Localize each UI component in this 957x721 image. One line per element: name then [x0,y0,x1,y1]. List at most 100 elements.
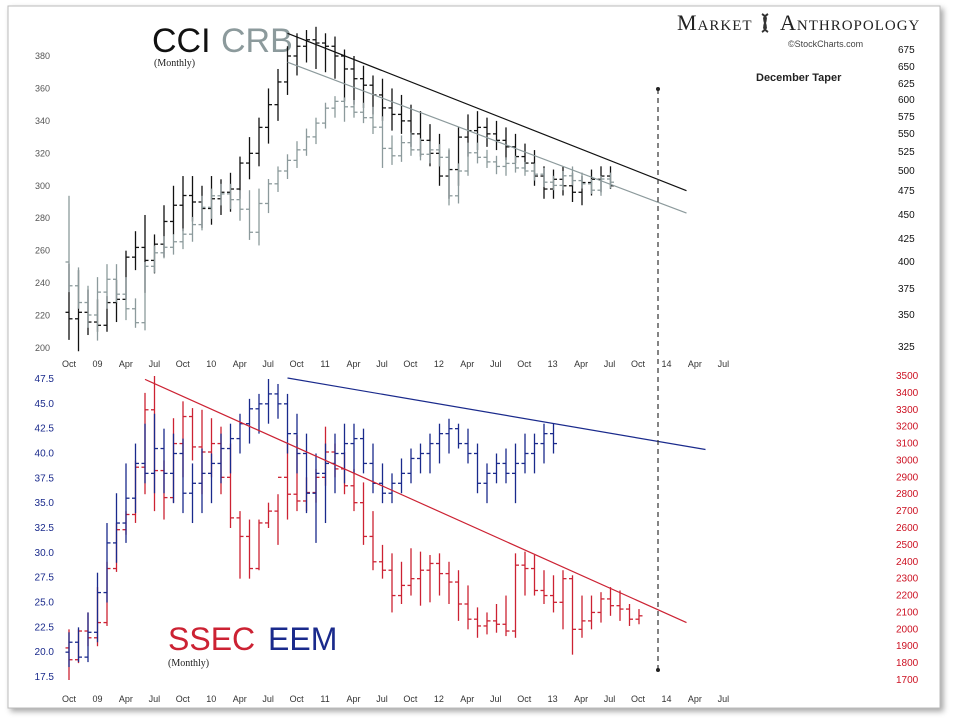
ohlc-bar-crb [502,157,510,176]
bottom-right-tick: 2800 [896,489,919,500]
x-tick-top: Jul [490,359,502,369]
x-tick-top: Oct [517,359,532,369]
bottom-right-tick: 1700 [896,675,919,686]
ohlc-bar-crb [607,172,614,189]
ohlc-bar-eem [122,463,130,543]
ohlc-bar-eem [151,413,158,494]
ohlc-bar-ssec [445,561,453,604]
bottom-right-tick: 2900 [896,472,919,483]
x-tick-bottom: Jul [262,694,274,704]
ohlc-bar-cci [483,117,491,147]
bottom-left-tick: 20.0 [35,647,55,658]
ohlc-bar-eem [531,433,538,474]
ohlc-bar-ssec [464,585,472,630]
ohlc-bar-eem [84,612,92,663]
ohlc-bar-crb [512,155,519,173]
x-tick-bottom: Oct [290,694,305,704]
bottom-left-tick: 35.0 [35,498,55,509]
ohlc-bar-eem [436,423,443,464]
ohlc-bar-crb [379,116,386,168]
ohlc-bar-ssec [521,551,529,596]
ohlc-bar-crb [455,163,462,204]
ohlc-bar-ssec [493,604,500,633]
ohlc-bar-cci [322,33,329,73]
marks-layer [65,26,706,680]
ohlc-bar-eem [502,448,510,484]
top-right-tick: 575 [898,112,915,123]
top-left-tick: 380 [35,51,50,61]
ohlc-bar-crb [293,141,301,168]
bottom-right-tick: 2600 [896,523,919,534]
ohlc-bar-cci [350,56,358,105]
trendline-cci [287,32,687,192]
x-tick-top: Apr [460,359,474,369]
ohlc-bar-cci [493,120,500,151]
x-tick-bottom: Apr [233,694,247,704]
ohlc-bar-eem [493,453,500,484]
ohlc-bar-eem [132,443,139,514]
ohlc-bar-ssec [274,476,282,545]
bottom-left-tick: 22.5 [35,622,55,633]
ohlc-bar-ssec [550,575,557,613]
top-left-tick: 280 [35,213,50,223]
bottom-left-tick: 27.5 [35,573,55,584]
ohlc-bar-cci [179,176,187,232]
ohlc-bar-crb [445,148,453,206]
bottom-left-tick: 17.5 [35,672,55,683]
stockcharts-credit: ©StockCharts.com [788,39,863,49]
taper-dot-top [656,87,660,91]
ohlc-bar-ssec [502,595,510,637]
bottom-right-tick: 2500 [896,540,919,551]
ohlc-bar-crb [388,135,396,165]
ohlc-bar-crb [597,175,605,196]
top-right-tick: 675 [898,45,915,56]
ohlc-bar-ssec [616,590,624,621]
ohlc-bar-crb [559,171,567,191]
ohlc-bar-cci [284,46,291,95]
x-tick-bottom: Apr [346,694,360,704]
top-left-tick: 240 [35,278,50,288]
trendline-crb [287,61,687,214]
ohlc-bar-eem [445,418,453,454]
ohlc-bar-cci [379,78,386,121]
ohlc-bar-eem [141,423,149,484]
ohlc-bar-crb [179,228,187,250]
x-tick-top: 11 [320,359,329,369]
x-tick-top: Apr [233,359,247,369]
bottom-right-tick: 1900 [896,641,919,652]
top-right-tick: 500 [898,166,915,177]
ohlc-bar-ssec [512,553,519,638]
ohlc-bar-cci [265,88,272,144]
ohlc-bar-eem [160,428,168,494]
ohlc-bar-crb [436,144,443,167]
top-right-tick: 650 [898,62,915,73]
x-tick-bottom: Apr [460,694,474,704]
x-tick-bottom: Oct [517,694,532,704]
ohlc-bar-ssec [284,443,291,520]
taper-label: December Taper [756,72,842,84]
ohlc-bar-cci [246,137,253,180]
title-cci: CCI [152,22,211,60]
ohlc-bar-crb [464,142,472,176]
x-tick-top: 13 [548,359,558,369]
ohlc-bar-crb [65,195,73,293]
ohlc-bar-eem [246,398,253,444]
x-tick-bottom: 14 [661,694,671,704]
ohlc-bar-eem [388,473,396,504]
ohlc-bar-eem [94,572,101,643]
x-tick-top: Apr [574,359,588,369]
ohlc-bar-cci [255,117,263,167]
bottom-left-tick: 40.0 [35,449,55,460]
ohlc-bar-cci [132,231,139,271]
ohlc-bar-crb [417,138,424,161]
ohlc-bar-eem [379,463,386,504]
ohlc-bar-crb [407,132,415,156]
ohlc-bar-eem [398,458,405,494]
ohlc-bar-ssec [607,587,614,616]
chart-frame [7,5,941,709]
brand-word-market: Market [677,10,753,35]
ohlc-bar-eem [350,423,358,474]
ohlc-bar-ssec [246,519,253,579]
x-tick-top: Oct [176,359,191,369]
ohlc-bar-ssec [559,570,567,630]
